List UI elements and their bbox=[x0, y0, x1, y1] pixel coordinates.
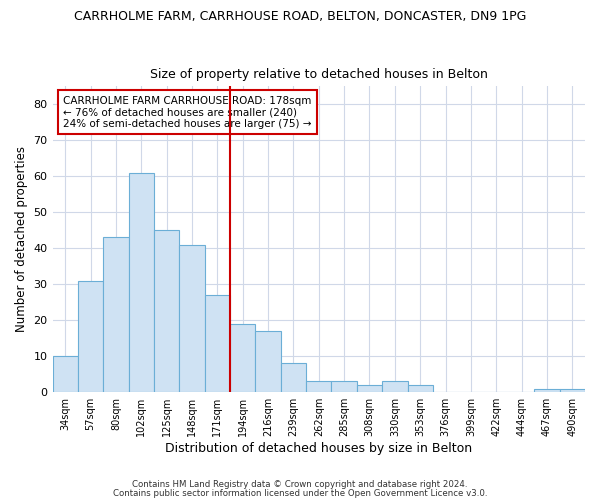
Text: Contains HM Land Registry data © Crown copyright and database right 2024.: Contains HM Land Registry data © Crown c… bbox=[132, 480, 468, 489]
Bar bbox=[53, 356, 78, 392]
Bar bbox=[78, 280, 103, 392]
Bar bbox=[230, 324, 256, 392]
Bar bbox=[357, 385, 382, 392]
Bar bbox=[281, 364, 306, 392]
Bar bbox=[560, 388, 585, 392]
Y-axis label: Number of detached properties: Number of detached properties bbox=[15, 146, 28, 332]
Bar bbox=[103, 238, 128, 392]
Bar bbox=[331, 382, 357, 392]
Bar bbox=[382, 382, 407, 392]
X-axis label: Distribution of detached houses by size in Belton: Distribution of detached houses by size … bbox=[165, 442, 472, 455]
Bar bbox=[534, 388, 560, 392]
Text: CARRHOLME FARM, CARRHOUSE ROAD, BELTON, DONCASTER, DN9 1PG: CARRHOLME FARM, CARRHOUSE ROAD, BELTON, … bbox=[74, 10, 526, 23]
Text: Contains public sector information licensed under the Open Government Licence v3: Contains public sector information licen… bbox=[113, 488, 487, 498]
Bar bbox=[205, 295, 230, 392]
Bar bbox=[256, 331, 281, 392]
Bar bbox=[306, 382, 331, 392]
Bar bbox=[128, 172, 154, 392]
Bar bbox=[407, 385, 433, 392]
Title: Size of property relative to detached houses in Belton: Size of property relative to detached ho… bbox=[150, 68, 488, 81]
Text: CARRHOLME FARM CARRHOUSE ROAD: 178sqm
← 76% of detached houses are smaller (240): CARRHOLME FARM CARRHOUSE ROAD: 178sqm ← … bbox=[63, 96, 311, 128]
Bar bbox=[179, 244, 205, 392]
Bar bbox=[154, 230, 179, 392]
